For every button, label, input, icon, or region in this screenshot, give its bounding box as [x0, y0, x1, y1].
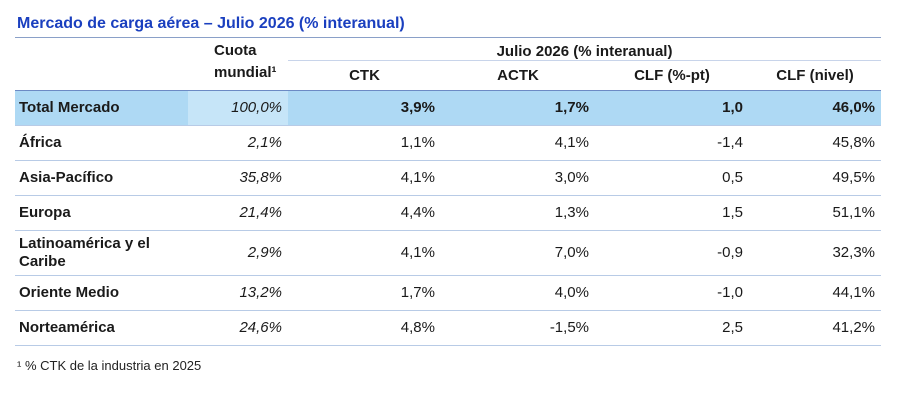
row-name: Total Mercado [15, 90, 188, 125]
row-ctk: 1,7% [400, 284, 435, 301]
header-blank-2 [15, 60, 188, 90]
table-body: Total Mercado 100,0% 3,9% 1,7% 1,0 46,0%… [15, 90, 882, 345]
row-clf-pt: 0,5 [722, 169, 743, 186]
cargo-market-table: Cuota mundial¹ Julio 2026 (% interanual)… [15, 38, 882, 346]
row-share: 35,8% [239, 169, 282, 186]
row-name: Norteamérica [19, 318, 115, 336]
table-row: Norteamérica 24,6% 4,8% -1,5% 2,5 41,2% [15, 310, 882, 345]
row-name: Asia-Pacífico [19, 168, 114, 186]
row-clf-pt: -1,0 [717, 284, 743, 301]
row-share: 21,4% [239, 204, 282, 221]
row-clf-level: 44,1% [832, 284, 876, 301]
row-clf-pt: -1,4 [717, 134, 743, 151]
row-ctk: 4,4% [400, 204, 435, 221]
row-actk: 4,0% [554, 284, 589, 301]
row-ctk: 1,1% [400, 134, 435, 151]
header-clf-level: CLF (nivel) [776, 66, 854, 84]
row-clf-level: 45,8% [832, 134, 876, 151]
row-ctk: 4,1% [400, 244, 435, 261]
row-share: 2,9% [247, 244, 282, 261]
row-clf-level: 41,2% [832, 319, 876, 336]
header-blank [15, 38, 188, 60]
row-actk: 1,7% [441, 90, 595, 125]
header-ctk: CTK [349, 66, 380, 84]
row-share-value: 100,0% [231, 99, 282, 116]
row-actk: 3,0% [554, 169, 589, 186]
row-clf-pt: 1,5 [722, 204, 743, 221]
table-title: Mercado de carga aérea – Julio 2026 (% i… [15, 10, 881, 38]
row-name: Latinoamérica y el Caribe [19, 234, 150, 270]
row-ctk: 4,8% [400, 319, 435, 336]
row-share: 2,1% [247, 134, 282, 151]
row-actk: 1,3% [554, 204, 589, 221]
table-header: Cuota mundial¹ Julio 2026 (% interanual)… [15, 38, 882, 90]
row-actk: 7,0% [554, 244, 589, 261]
header-group: Julio 2026 (% interanual) [288, 38, 882, 61]
row-clf-level: 51,1% [832, 204, 876, 221]
row-share: 13,2% [239, 284, 282, 301]
table-row: Europa 21,4% 4,4% 1,3% 1,5 51,1% [15, 195, 882, 230]
row-share: 24,6% [239, 319, 282, 336]
table-row: Latinoamérica y el Caribe 2,9% 4,1% 7,0%… [15, 230, 882, 275]
table-row: Asia-Pacífico 35,8% 4,1% 3,0% 0,5 49,5% [15, 160, 882, 195]
row-name: Europa [19, 203, 71, 221]
cargo-market-table-panel: Mercado de carga aérea – Julio 2026 (% i… [15, 10, 882, 373]
row-actk: 4,1% [554, 134, 589, 151]
row-ctk: 4,1% [400, 169, 435, 186]
row-clf-pt: 1,0 [595, 90, 749, 125]
row-clf-level: 46,0% [749, 90, 882, 125]
row-clf-level: 32,3% [832, 244, 876, 261]
row-clf-pt: -0,9 [717, 244, 743, 261]
row-share: 100,0% [188, 90, 288, 125]
row-actk: -1,5% [549, 319, 589, 336]
row-clf-level: 49,5% [832, 169, 876, 186]
row-clf-pt: 2,5 [722, 319, 743, 336]
row-ctk: 3,9% [288, 90, 441, 125]
row-name: Oriente Medio [19, 283, 120, 301]
table-row: África 2,1% 1,1% 4,1% -1,4 45,8% [15, 125, 882, 160]
header-clf-pt: CLF (%-pt) [634, 66, 710, 84]
footnote: ¹ % CTK de la industria en 2025 [17, 357, 202, 373]
header-actk: ACTK [497, 66, 539, 84]
table-row: Oriente Medio 13,2% 1,7% 4,0% -1,0 44,1% [15, 275, 882, 310]
row-name: África [19, 133, 62, 151]
table-row-total: Total Mercado 100,0% 3,9% 1,7% 1,0 46,0% [15, 90, 882, 125]
header-share: Cuota mundial¹ [214, 42, 277, 81]
